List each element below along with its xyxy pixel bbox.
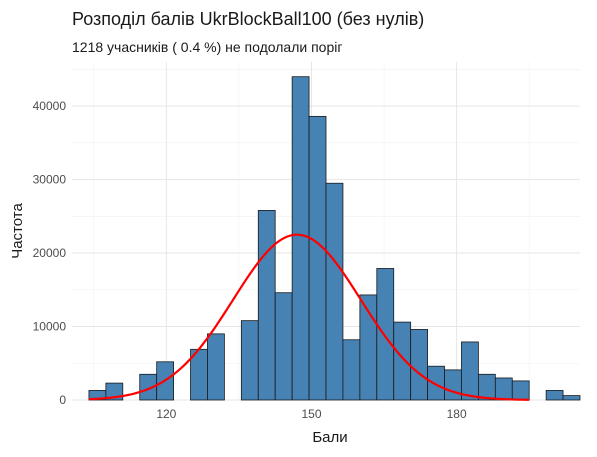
axis-ticks: 0 10000 20000 30000 40000 120 150 180 [33,99,467,421]
chart-title: Розподіл балів UkrBlockBall100 (без нулі… [72,9,424,29]
histogram-bar [410,329,428,401]
normal-curve-line [88,233,530,401]
y-tick-label: 10000 [33,320,67,334]
histogram-bar [494,377,513,401]
histogram-bar [545,390,564,401]
chart-subtitle: 1218 учасників ( 0.4 %) не подолали порі… [72,39,342,55]
histogram-bars [88,76,581,401]
histogram-bar [376,268,395,401]
y-axis-title: Частота [9,203,26,259]
histogram-bar [427,365,445,401]
y-tick-label: 30000 [33,173,67,187]
histogram-bar [257,210,276,401]
histogram-bar [207,333,225,401]
histogram-bar [325,182,344,401]
histogram-bar [342,339,361,401]
normal-curve [88,233,530,401]
histogram-bar [511,380,530,401]
histogram-bar [444,369,462,401]
histogram-bar [240,320,259,401]
x-axis-title: Бали [312,429,347,446]
x-tick-label: 120 [156,407,176,421]
histogram-bar [274,292,293,401]
y-tick-label: 20000 [33,246,67,260]
y-tick-label: 0 [59,393,66,407]
histogram-bar [461,341,479,401]
histogram-bar [308,115,327,401]
x-tick-label: 150 [301,407,321,421]
x-tick-label: 180 [447,407,467,421]
histogram-bar [291,76,310,401]
y-tick-label: 40000 [33,99,67,113]
histogram-bar [562,395,581,401]
histogram-bar [477,373,496,401]
histogram-bar [393,321,412,401]
